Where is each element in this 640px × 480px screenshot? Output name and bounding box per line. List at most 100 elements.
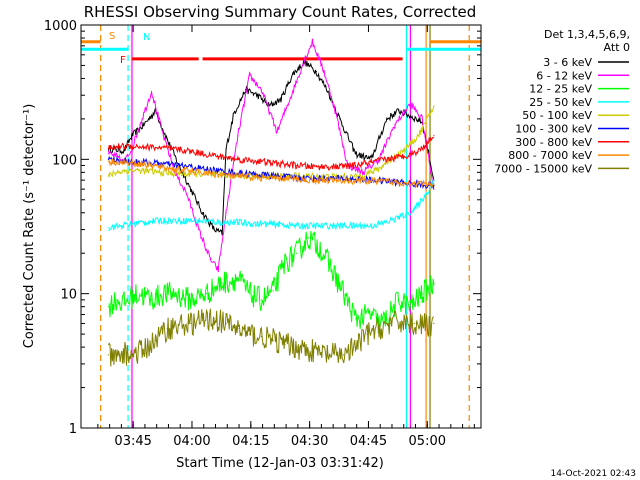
data-point-7000-15000-kev-13 [249, 333, 251, 335]
data-point-300-800-kev-13 [335, 166, 337, 168]
data-point-100-300-kev-6 [198, 167, 200, 169]
data-point-6-12-kev-5 [151, 90, 153, 93]
data-point-100-300-kev-12 [315, 177, 317, 180]
legend-label-3-6-kev: 3 - 6 keV [543, 56, 592, 69]
data-point-12-25-kev-0 [107, 306, 110, 308]
series-25-50-kev [107, 178, 435, 232]
data-point-25-50-kev-15 [370, 225, 372, 227]
x-tick-label-04-15: 04:15 [232, 434, 269, 449]
data-point-3-6-kev-10 [213, 229, 215, 231]
data-point-800-7000-kev-14 [354, 180, 357, 182]
x-tick-label-04-30: 04:30 [291, 434, 328, 449]
data-point-3-6-kev-16 [268, 105, 270, 107]
data-point-7000-15000-kev-24 [378, 327, 380, 330]
data-point-25-50-kev-17 [394, 218, 396, 220]
series-300-800-kev [107, 135, 435, 171]
data-point-6-12-kev-27 [421, 118, 423, 120]
y-tick-label-1000: 1000 [44, 19, 77, 34]
data-point-800-7000-kev-6 [198, 171, 200, 173]
data-point-50-100-kev-6 [178, 173, 180, 175]
data-point-100-300-kev-7 [217, 170, 219, 172]
data-point-12-25-kev-18 [319, 247, 321, 249]
data-point-50-100-kev-15 [354, 176, 357, 178]
data-point-300-800-kev-20 [433, 135, 435, 137]
data-point-12-25-kev-12 [249, 293, 251, 295]
data-point-12-25-kev-15 [284, 262, 286, 264]
data-point-100-300-kev-19 [433, 184, 435, 186]
data-point-50-100-kev-16 [370, 171, 372, 173]
series-line-12-25-kev [108, 231, 435, 333]
data-point-6-12-kev-23 [362, 171, 364, 173]
data-point-300-800-kev-8 [237, 158, 239, 160]
data-point-800-7000-kev-9 [256, 177, 259, 179]
legend-label-6-12-kev: 6 - 12 keV [536, 69, 592, 82]
data-point-7000-15000-kev-3 [131, 354, 133, 356]
data-point-7000-15000-kev-7 [178, 324, 180, 326]
data-point-12-25-kev-2 [123, 302, 125, 304]
data-point-7000-15000-kev-4 [143, 349, 145, 351]
data-point-300-800-kev-1 [119, 145, 121, 147]
data-point-50-100-kev-22 [417, 135, 419, 137]
data-point-25-50-kev-3 [143, 221, 145, 223]
x-tick-label-05-00: 05:00 [409, 434, 446, 449]
data-point-300-800-kev-6 [198, 152, 200, 154]
legend-label-50-100-kev: 50 - 100 keV [522, 109, 592, 122]
data-point-7000-15000-kev-22 [354, 346, 357, 348]
data-point-12-25-kev-10 [221, 282, 223, 284]
series-group [107, 38, 435, 367]
data-point-7000-15000-kev-29 [433, 322, 435, 325]
data-point-12-25-kev-6 [162, 293, 164, 295]
data-point-25-50-kev-11 [296, 225, 298, 227]
data-point-25-50-kev-10 [276, 223, 278, 225]
x-axis: 03:45 04:00 04:15 04:30 04:45 05:00 [97, 25, 475, 449]
data-point-6-12-kev-18 [303, 59, 306, 61]
data-point-800-7000-kev-2 [131, 162, 133, 164]
flag-label-s: S [109, 31, 115, 42]
data-point-7000-15000-kev-2 [123, 352, 125, 354]
data-point-12-25-kev-21 [354, 318, 357, 320]
data-point-800-7000-kev-10 [276, 177, 278, 180]
data-point-300-800-kev-17 [402, 155, 404, 158]
data-point-7000-15000-kev-18 [307, 349, 310, 351]
data-point-12-25-kev-8 [190, 299, 192, 301]
footer-timestamp: 14-Oct-2021 02:43 [551, 469, 636, 479]
data-point-6-12-kev-12 [225, 212, 227, 214]
legend-header-1: Att 0 [604, 41, 630, 54]
data-point-3-6-kev-1 [115, 149, 117, 151]
data-point-7000-15000-kev-0 [107, 354, 110, 356]
data-point-6-12-kev-8 [186, 193, 188, 195]
data-point-7000-15000-kev-9 [202, 320, 204, 322]
data-point-12-25-kev-27 [421, 293, 423, 295]
data-point-25-50-kev-16 [386, 221, 388, 223]
data-point-800-7000-kev-5 [178, 168, 180, 171]
data-point-25-50-kev-14 [354, 225, 357, 227]
series-7000-15000-kev [107, 308, 435, 367]
data-point-3-6-kev-20 [315, 71, 317, 73]
data-point-6-12-kev-16 [276, 131, 278, 133]
data-point-6-12-kev-20 [323, 71, 325, 73]
data-point-50-100-kev-3 [131, 169, 133, 171]
data-point-3-6-kev-3 [131, 135, 133, 137]
data-point-7000-15000-kev-17 [296, 346, 298, 348]
x-tick-label-04-00: 04:00 [173, 434, 210, 449]
data-point-12-25-kev-13 [260, 299, 262, 301]
data-point-7000-15000-kev-25 [390, 322, 392, 325]
data-point-3-6-kev-8 [190, 188, 192, 190]
data-point-50-100-kev-4 [143, 170, 145, 172]
data-point-12-25-kev-22 [370, 313, 372, 316]
data-point-50-100-kev-5 [158, 171, 160, 173]
data-point-7000-15000-kev-14 [260, 335, 262, 338]
data-point-12-25-kev-3 [131, 296, 133, 298]
data-point-7000-15000-kev-6 [166, 327, 168, 330]
data-point-6-12-kev-10 [209, 258, 211, 260]
series-6-12-kev [107, 38, 435, 273]
data-point-800-7000-kev-3 [143, 163, 145, 165]
data-point-7000-15000-kev-8 [190, 322, 192, 325]
x-tick-label-03-45: 03:45 [114, 434, 151, 449]
y-axis: 1 10 100 1000 [44, 19, 481, 437]
data-point-300-800-kev-15 [370, 161, 372, 163]
data-point-6-12-kev-0 [107, 153, 110, 155]
data-point-300-800-kev-9 [256, 160, 259, 162]
data-point-100-300-kev-4 [158, 163, 160, 165]
